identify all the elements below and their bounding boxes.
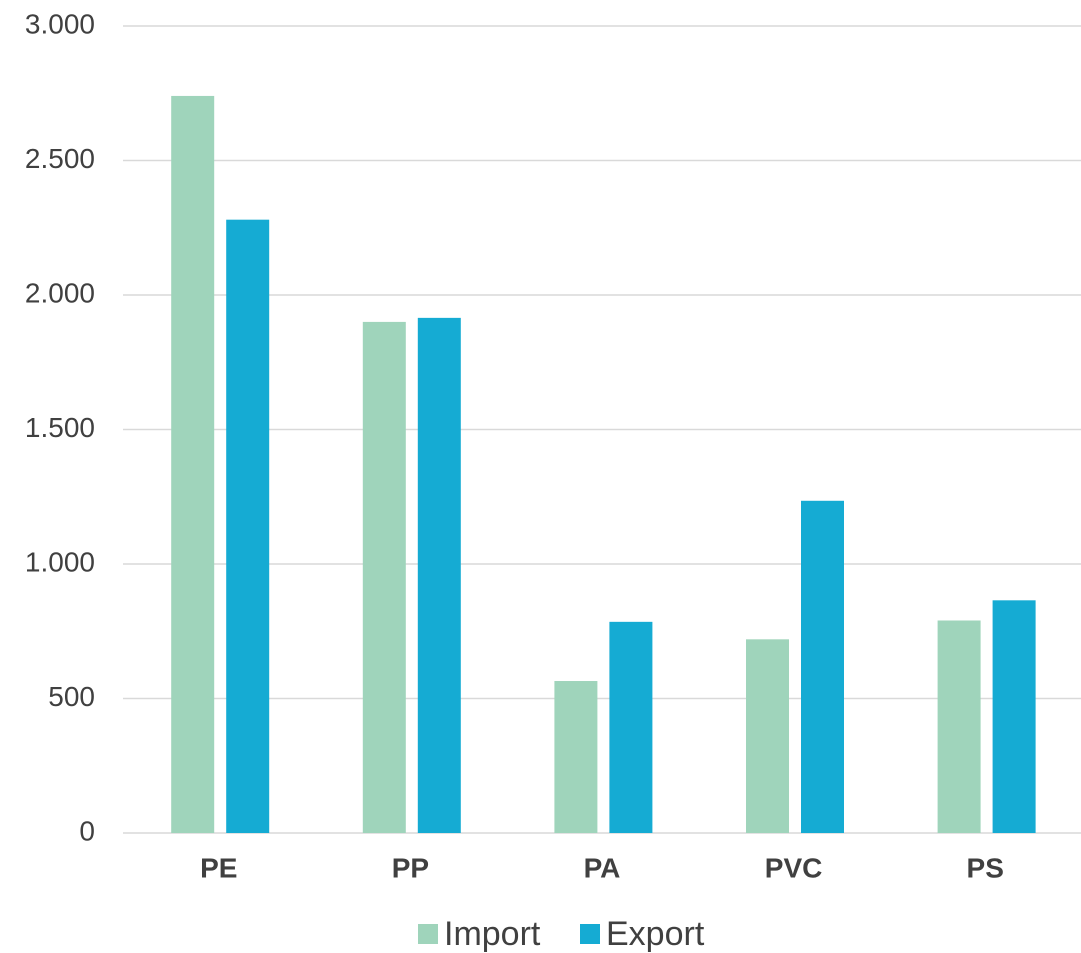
y-tick-label: 3.000 bbox=[25, 8, 95, 39]
x-tick-label: PE bbox=[200, 852, 237, 883]
bar bbox=[746, 639, 789, 833]
x-tick-label: PS bbox=[967, 852, 1004, 883]
y-tick-label: 1.000 bbox=[25, 546, 95, 577]
x-tick-label: PVC bbox=[765, 852, 823, 883]
bar bbox=[362, 321, 406, 833]
bar bbox=[554, 681, 598, 833]
bar bbox=[992, 600, 1036, 833]
legend-label: Export bbox=[606, 915, 705, 953]
y-tick-label: 500 bbox=[48, 681, 95, 712]
bar bbox=[801, 500, 844, 833]
x-tick-label: PA bbox=[584, 852, 621, 883]
legend-swatch bbox=[580, 924, 600, 944]
y-tick-label: 0 bbox=[79, 815, 95, 846]
y-tick-label: 2.000 bbox=[25, 277, 95, 308]
bar bbox=[171, 95, 215, 833]
legend-swatch bbox=[418, 924, 438, 944]
bar bbox=[226, 219, 270, 833]
bar bbox=[417, 317, 461, 833]
bar bbox=[937, 620, 981, 833]
y-tick-label: 1.500 bbox=[25, 412, 95, 443]
bar bbox=[609, 621, 653, 833]
legend-label: Import bbox=[444, 915, 541, 953]
y-tick-label: 2.500 bbox=[25, 143, 95, 174]
x-tick-label: PP bbox=[392, 852, 429, 883]
